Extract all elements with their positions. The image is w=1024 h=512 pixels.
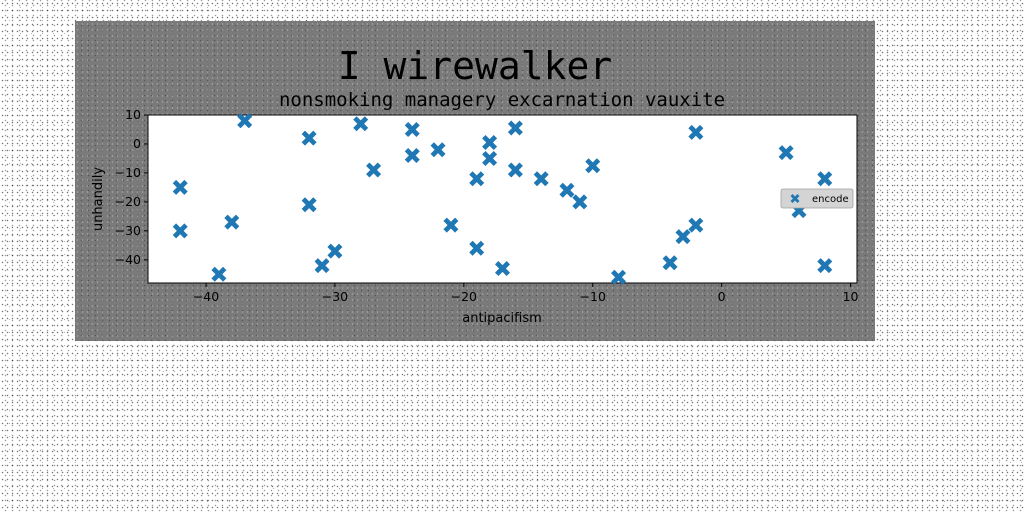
- data-point: [778, 145, 794, 161]
- data-point: [430, 142, 446, 158]
- data-point: [817, 171, 833, 187]
- data-point: [585, 158, 601, 174]
- x-tick-label: 0: [718, 289, 726, 304]
- data-point: [314, 258, 330, 274]
- y-tick-label: −10: [115, 165, 141, 180]
- data-point: [237, 113, 253, 129]
- x-axis: −40 −30 −20 −10 0 10: [193, 283, 859, 304]
- y-tick-label: 10: [125, 107, 141, 122]
- x-tick-label: 10: [843, 289, 859, 304]
- data-point: [817, 258, 833, 274]
- data-point: [495, 261, 510, 277]
- scatter-chart: nonsmoking managery excarnation vauxite …: [91, 89, 859, 326]
- y-axis-label: unhandily: [91, 167, 106, 231]
- data-point: [469, 171, 485, 187]
- y-tick-label: −20: [115, 194, 141, 209]
- data-point: [675, 229, 691, 245]
- legend-marker: [790, 194, 800, 203]
- data-point: [211, 266, 227, 282]
- data-point: [507, 162, 523, 178]
- data-point: [662, 255, 678, 271]
- x-tick-label: −30: [322, 289, 348, 304]
- data-point: [172, 179, 188, 195]
- data-point: [443, 217, 459, 233]
- data-point: [327, 243, 343, 259]
- plot-area: [147, 114, 858, 284]
- data-point: [301, 130, 317, 146]
- data-points: [172, 113, 833, 285]
- chart-suptitle: I wirewalker: [337, 44, 613, 88]
- data-point: [611, 269, 627, 285]
- data-point: [533, 171, 549, 187]
- x-tick-label: −10: [580, 289, 606, 304]
- legend-label: encode: [812, 194, 849, 205]
- y-tick-label: 0: [133, 136, 141, 151]
- data-point: [482, 135, 498, 151]
- y-tick-label: −30: [115, 223, 141, 238]
- x-tick-label: −20: [451, 289, 477, 304]
- data-point: [688, 124, 704, 140]
- data-point: [301, 197, 317, 213]
- y-tick-label: −40: [115, 252, 141, 267]
- x-axis-label: antipacifism: [462, 311, 542, 326]
- y-axis: 10 0 −10 −20 −30 −40: [115, 107, 148, 267]
- data-point: [572, 194, 588, 210]
- data-point: [172, 223, 188, 239]
- data-point: [688, 217, 704, 233]
- data-point: [559, 182, 575, 198]
- data-point: [224, 214, 240, 230]
- chart-title: nonsmoking managery excarnation vauxite: [279, 89, 725, 111]
- data-point: [366, 162, 382, 178]
- data-point: [353, 116, 369, 132]
- legend-box: [780, 188, 854, 209]
- chart-figure: I wirewalker nonsmoking managery excarna…: [75, 21, 875, 341]
- data-point: [469, 240, 485, 256]
- data-point: [404, 148, 420, 164]
- data-point: [507, 120, 523, 136]
- data-point: [404, 121, 420, 137]
- x-tick-label: −40: [193, 289, 219, 304]
- legend: encode: [780, 188, 854, 209]
- data-point: [482, 150, 498, 166]
